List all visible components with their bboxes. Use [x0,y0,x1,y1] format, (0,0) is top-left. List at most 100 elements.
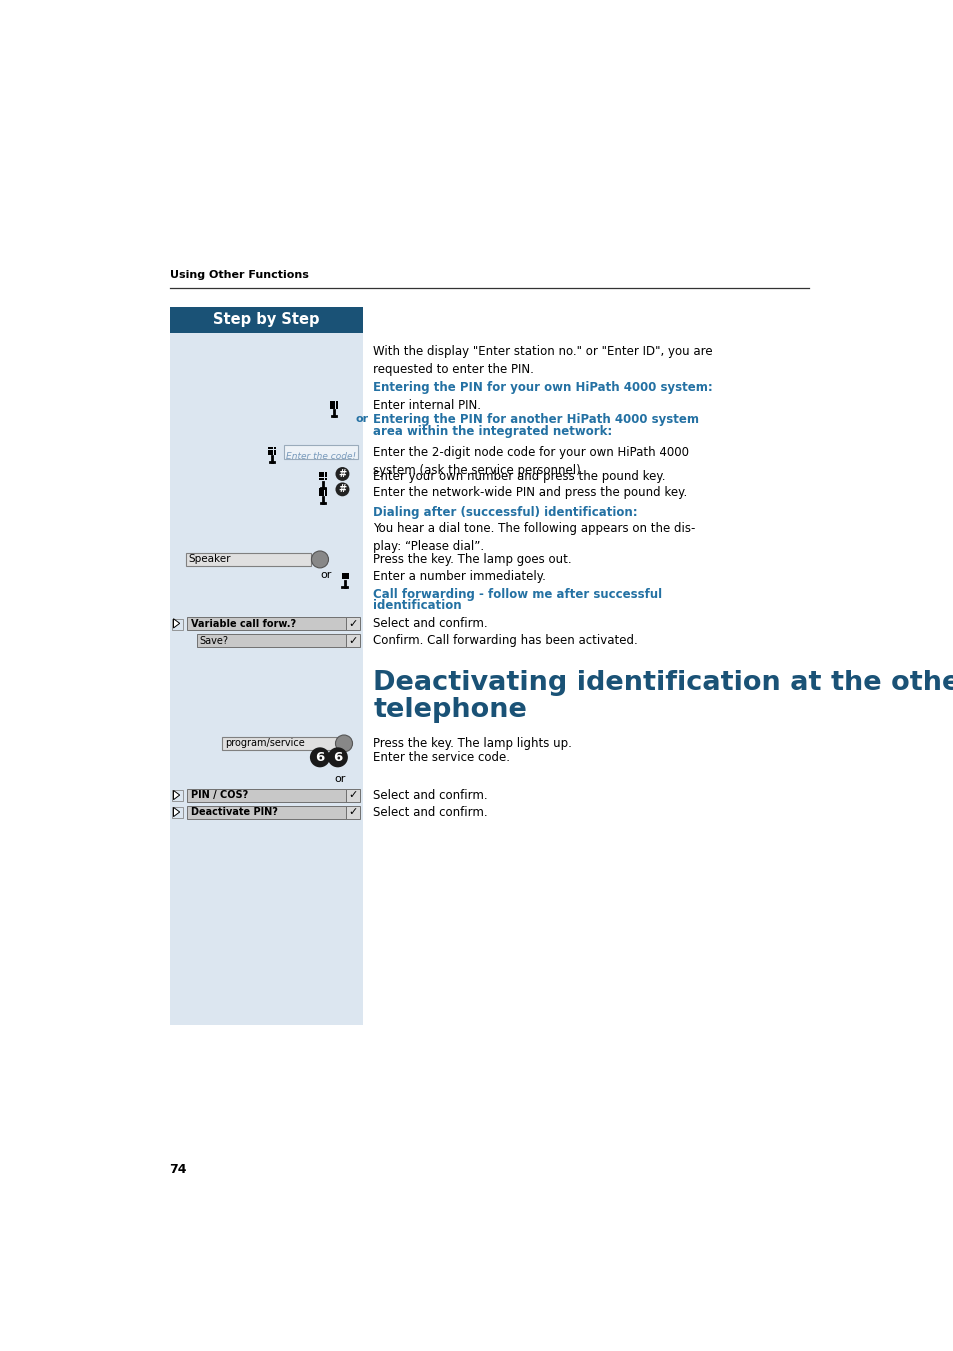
Text: Entering the PIN for another HiPath 4000 system: Entering the PIN for another HiPath 4000… [373,413,699,426]
Text: Enter your own number and press the pound key.: Enter your own number and press the poun… [373,470,665,484]
Bar [335,401,337,403]
Circle shape [328,747,348,767]
Bar [346,617,360,631]
Bar [341,576,343,577]
Circle shape [335,482,349,496]
Bar [186,553,311,566]
Bar [319,473,321,474]
Bar [344,573,346,574]
Text: Speaker: Speaker [188,554,231,565]
Bar [271,450,273,453]
Bar [187,789,346,802]
Text: Enter the code!: Enter the code! [286,453,355,462]
Bar [335,404,337,405]
Text: Deactivating identification at the other: Deactivating identification at the other [373,670,953,696]
Bar [274,453,275,455]
Text: identification: identification [373,600,461,612]
Bar [268,453,271,455]
Bar [344,577,346,580]
Bar [333,407,335,408]
Bar [346,577,348,580]
Text: Variable call forw.?: Variable call forw.? [191,619,295,628]
Text: program/service: program/service [224,739,304,748]
Text: Save?: Save? [199,636,229,646]
Polygon shape [173,619,179,628]
Text: Enter a number immediately.: Enter a number immediately. [373,570,546,584]
Text: Dialing after (successful) identification:: Dialing after (successful) identificatio… [373,507,638,519]
Bar [172,790,183,801]
Bar [319,478,321,480]
Text: or: or [335,774,345,785]
Bar [271,447,273,450]
Bar [324,490,327,493]
Text: ✓: ✓ [348,790,357,800]
Bar [196,634,346,647]
Circle shape [335,735,353,753]
Text: Deactivate PIN?: Deactivate PIN? [191,808,277,817]
Bar [321,488,324,490]
Text: With the display "Enter station no." or "Enter ID", you are
requested to enter t: With the display "Enter station no." or … [373,346,712,377]
Bar [346,805,360,819]
Text: #: # [338,469,346,480]
Text: Select and confirm.: Select and confirm. [373,789,488,801]
Bar [344,576,346,577]
Bar [341,577,343,580]
Circle shape [311,551,328,567]
Text: or: or [320,570,332,580]
Text: Confirm. Call forwarding has been activated.: Confirm. Call forwarding has been activa… [373,634,638,647]
Bar [324,493,327,496]
Text: 6: 6 [333,751,342,763]
Text: Enter the 2-digit node code for your own HiPath 4000
system (ask the service per: Enter the 2-digit node code for your own… [373,446,689,477]
Bar [274,447,275,450]
Bar [319,476,321,477]
Bar [284,446,357,459]
Bar [172,808,183,819]
Text: area within the integrated network:: area within the integrated network: [373,424,612,438]
Bar [319,488,321,490]
Circle shape [335,467,349,481]
Bar [333,401,335,403]
Text: ✓: ✓ [348,808,357,817]
Bar [335,407,337,408]
Bar [274,450,275,453]
Bar [222,736,336,750]
Bar [319,490,321,493]
Text: telephone: telephone [373,697,527,723]
Bar [330,404,333,405]
Bar [346,573,348,574]
Circle shape [310,747,330,767]
Polygon shape [173,808,179,816]
Bar [321,478,324,480]
Bar [324,476,327,477]
Text: Enter the service code.: Enter the service code. [373,751,510,763]
Text: or: or [355,413,369,424]
Text: Select and confirm.: Select and confirm. [373,805,488,819]
Bar [271,453,273,455]
Text: Using Other Functions: Using Other Functions [170,270,308,280]
Bar [324,488,327,490]
Bar [346,634,360,647]
Bar [346,789,360,802]
Text: Entering the PIN for your own HiPath 4000 system:: Entering the PIN for your own HiPath 400… [373,381,713,393]
Text: 74: 74 [170,1163,187,1177]
Text: Enter the network-wide PIN and press the pound key.: Enter the network-wide PIN and press the… [373,485,687,499]
Bar [319,493,321,496]
Text: Press the key. The lamp goes out.: Press the key. The lamp goes out. [373,553,572,566]
Text: Step by Step: Step by Step [213,312,319,327]
Bar [330,401,333,403]
Bar [187,805,346,819]
Bar [324,478,327,480]
Bar [346,576,348,577]
Text: Enter internal PIN.: Enter internal PIN. [373,399,481,412]
Bar [321,490,324,493]
Text: ✓: ✓ [348,619,357,628]
Text: #: # [338,485,346,494]
Bar [321,476,324,477]
Bar [333,404,335,405]
Bar [321,493,324,496]
Bar [170,307,363,334]
Bar [268,447,271,450]
Text: You hear a dial tone. The following appears on the dis-
play: “Please dial”.: You hear a dial tone. The following appe… [373,523,695,554]
Bar [330,407,333,408]
Bar [341,573,343,574]
